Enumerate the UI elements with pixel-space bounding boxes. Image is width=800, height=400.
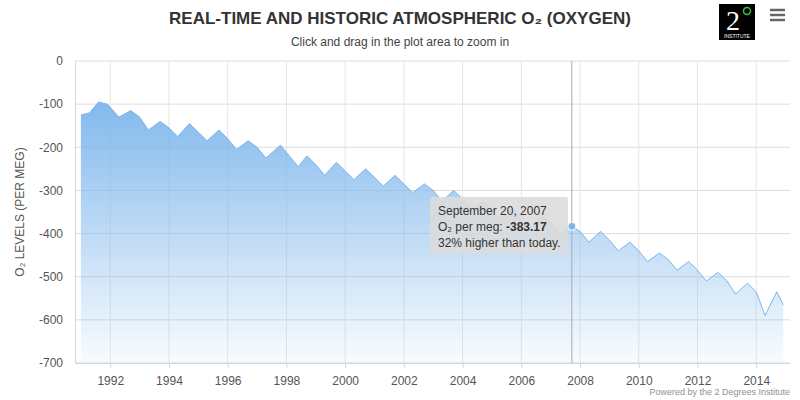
y-tick: -600 — [39, 313, 75, 327]
logo-box — [719, 4, 755, 40]
x-tick-label: 1992 — [97, 374, 124, 388]
x-tick-mark — [639, 363, 640, 368]
menu-bar[interactable] — [770, 14, 785, 17]
grid — [75, 61, 790, 363]
x-tick-label: 2006 — [508, 374, 535, 388]
y-tick: -100 — [39, 97, 75, 111]
x-tick-label: 2014 — [743, 374, 770, 388]
y-tick: -500 — [39, 270, 75, 284]
x-tick-mark — [345, 363, 346, 368]
x-tick: 2008 — [567, 363, 594, 388]
x-tick-mark — [404, 363, 405, 368]
y-tick-label: -100 — [39, 97, 63, 111]
menu-bar[interactable] — [770, 9, 785, 12]
tooltip-box — [430, 197, 568, 254]
x-tick-label: 2010 — [626, 374, 653, 388]
grid-line-y — [75, 61, 790, 62]
tooltip-note: 32% higher than today. — [438, 236, 561, 250]
x-tick-mark — [698, 363, 699, 368]
logo-text: 2 — [726, 5, 740, 36]
logo-subtext: INSTITUTE — [724, 33, 750, 39]
x-tick-mark — [463, 363, 464, 368]
menu-button[interactable] — [770, 10, 785, 20]
tooltip-prefix: O₂ per meg: — [438, 220, 506, 234]
y-axis-title: O₂ LEVELS (PER MEG) — [13, 147, 27, 276]
area — [81, 102, 783, 363]
title: REAL-TIME AND HISTORIC ATMOSPHERIC O₂ (O… — [169, 9, 631, 28]
y-tick-label: -400 — [39, 227, 63, 241]
x-tick: 2002 — [391, 363, 418, 388]
crosshair — [571, 61, 572, 363]
x-axis-line — [76, 363, 791, 364]
x-tick: 2012 — [685, 363, 712, 388]
tooltip-date: September 20, 2007 — [438, 204, 547, 218]
x-tick: 2004 — [450, 363, 477, 388]
tooltip-value-line: O₂ per meg: -383.17 — [438, 220, 547, 234]
x-tick-mark — [169, 363, 170, 368]
x-tick-mark — [286, 363, 287, 368]
x-tick: 2006 — [508, 363, 535, 388]
x-tick: 2000 — [332, 363, 359, 388]
x-tick: 2010 — [626, 363, 653, 388]
credit: Powered by the 2 Degrees Institute — [649, 387, 790, 397]
y-tick: -700 — [39, 356, 75, 370]
y-tick-label: -700 — [39, 356, 63, 370]
x-tick: 1992 — [97, 363, 124, 388]
y-tick: -300 — [39, 184, 75, 198]
menu-bar[interactable] — [770, 19, 785, 22]
y-tick: -200 — [39, 141, 75, 155]
x-tick-mark — [228, 363, 229, 368]
y-tick-label: -300 — [39, 184, 63, 198]
x-axis: 1992 1994 1996 1998 2000 2002 2004 2006 2008 2010… — [76, 363, 791, 388]
line — [81, 102, 783, 316]
x-tick-mark — [110, 363, 111, 368]
x-tick-label: 2008 — [567, 374, 594, 388]
x-tick: 1994 — [156, 363, 183, 388]
x-tick: 2014 — [743, 363, 770, 388]
logo: 2INSTITUTE — [719, 4, 755, 40]
tooltip-value: -383.17 — [506, 220, 547, 234]
y-tick-label: -200 — [39, 141, 63, 155]
plot-area — [81, 61, 783, 363]
grid-line-y — [75, 104, 790, 105]
x-tick-label: 1998 — [274, 374, 301, 388]
x-tick-mark — [756, 363, 757, 368]
x-tick-label: 2000 — [332, 374, 359, 388]
y-axis-line — [75, 62, 76, 364]
x-tick-mark — [580, 363, 581, 368]
x-tick: 1996 — [215, 363, 242, 388]
y-tick-label: -500 — [39, 270, 63, 284]
y-axis: -700 -600 -500 -400 -300 -200 -100 0 — [39, 54, 76, 370]
tooltip: September 20, 2007 O₂ per meg: -383.17 32%… — [430, 197, 568, 254]
x-tick-label: 2002 — [391, 374, 418, 388]
hover-marker — [568, 222, 576, 230]
x-tick-label: 2012 — [685, 374, 712, 388]
chart: REAL-TIME AND HISTORIC ATMOSPHERIC O₂ (O… — [0, 0, 800, 400]
y-tick: -400 — [39, 227, 75, 241]
x-tick-label: 2004 — [450, 374, 477, 388]
logo-degree — [744, 8, 751, 15]
subtitle: Click and drag in the plot area to zoom … — [291, 35, 509, 49]
y-tick-label: -600 — [39, 313, 63, 327]
x-tick-label: 1996 — [215, 374, 242, 388]
y-tick-label: 0 — [56, 54, 63, 68]
x-tick: 1998 — [274, 363, 301, 388]
y-tick: 0 — [56, 54, 75, 68]
x-tick-mark — [521, 363, 522, 368]
x-tick-label: 1994 — [156, 374, 183, 388]
